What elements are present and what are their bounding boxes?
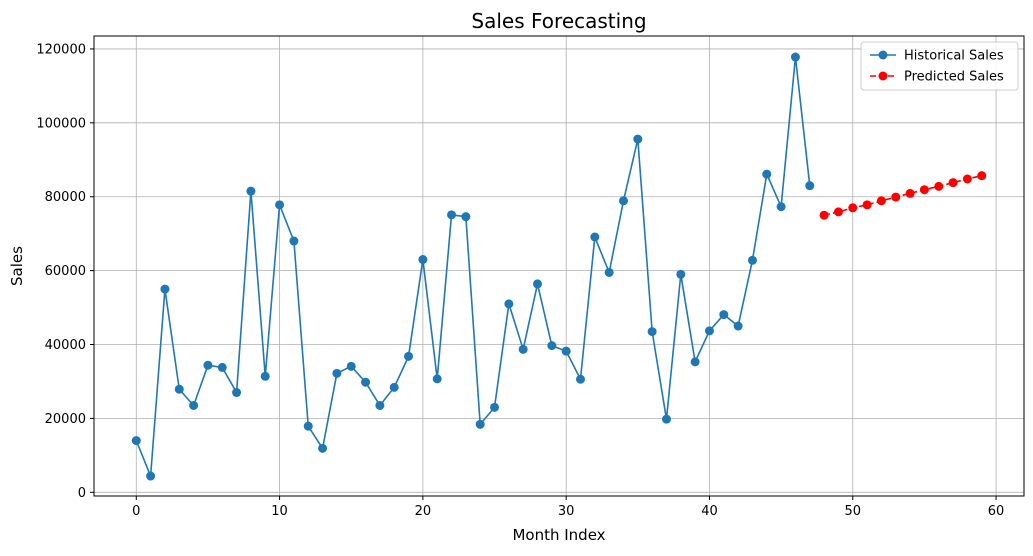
data-point-historical bbox=[318, 443, 328, 453]
legend-label-historical: Historical Sales bbox=[904, 49, 1004, 64]
data-point-predicted bbox=[934, 181, 944, 191]
data-point-historical bbox=[418, 255, 428, 265]
data-point-historical bbox=[131, 436, 141, 446]
series-layer bbox=[131, 52, 987, 481]
data-point-historical bbox=[246, 186, 256, 196]
y-tick-label: 80000 bbox=[45, 190, 86, 205]
y-axis-ticks: 0 20000 40000 60000 80000 100000 120000 bbox=[36, 42, 94, 501]
data-point-historical bbox=[518, 344, 528, 354]
data-point-predicted bbox=[962, 174, 972, 184]
data-point-predicted bbox=[948, 178, 958, 188]
data-point-historical bbox=[461, 212, 471, 222]
data-point-historical bbox=[504, 299, 514, 309]
y-tick-label: 60000 bbox=[45, 264, 86, 279]
data-point-historical bbox=[533, 279, 543, 289]
data-point-historical bbox=[232, 388, 242, 398]
data-point-historical bbox=[561, 346, 571, 356]
data-point-predicted bbox=[819, 210, 829, 220]
x-tick-label: 60 bbox=[988, 504, 1005, 519]
plot-frame bbox=[93, 35, 1025, 497]
y-tick-label: 40000 bbox=[45, 338, 86, 353]
series-line-predicted bbox=[823, 174, 982, 216]
data-point-historical bbox=[618, 196, 628, 206]
data-point-historical bbox=[661, 414, 671, 424]
data-point-historical bbox=[203, 360, 213, 370]
x-tick-label: 30 bbox=[558, 504, 575, 519]
legend-item-predicted: Predicted Sales bbox=[870, 70, 1004, 85]
x-tick-label: 20 bbox=[415, 504, 432, 519]
x-tick-label: 50 bbox=[844, 504, 861, 519]
legend-box bbox=[860, 41, 1019, 91]
data-point-historical bbox=[647, 327, 657, 337]
x-tick-label: 10 bbox=[271, 504, 288, 519]
data-point-historical bbox=[303, 421, 313, 431]
data-point-predicted bbox=[862, 200, 872, 210]
data-point-historical bbox=[590, 232, 600, 242]
data-point-historical bbox=[432, 374, 442, 384]
data-point-historical bbox=[389, 382, 399, 392]
y-tick-label: 0 bbox=[78, 486, 86, 501]
data-point-historical bbox=[404, 351, 414, 361]
data-point-historical bbox=[260, 371, 270, 381]
data-point-historical bbox=[733, 321, 743, 331]
data-point-historical bbox=[776, 202, 786, 212]
data-point-historical bbox=[762, 169, 772, 179]
data-point-predicted bbox=[891, 192, 901, 202]
data-point-historical bbox=[146, 471, 156, 481]
data-point-historical bbox=[719, 310, 729, 320]
data-point-historical bbox=[575, 374, 585, 384]
data-point-predicted bbox=[848, 203, 858, 213]
data-point-historical bbox=[790, 52, 800, 62]
data-point-historical bbox=[289, 236, 299, 246]
legend-marker-historical bbox=[878, 50, 888, 60]
data-point-predicted bbox=[919, 185, 929, 195]
legend-item-historical: Historical Sales bbox=[870, 49, 1004, 64]
data-point-historical bbox=[633, 134, 643, 144]
data-point-historical bbox=[346, 361, 356, 371]
data-point-historical bbox=[475, 419, 485, 429]
data-point-historical bbox=[332, 368, 342, 378]
data-point-predicted bbox=[833, 207, 843, 217]
y-tick-label: 100000 bbox=[36, 116, 86, 131]
data-point-predicted bbox=[977, 171, 987, 181]
data-point-historical bbox=[174, 384, 184, 394]
legend-marker-predicted bbox=[878, 71, 888, 81]
data-point-historical bbox=[676, 269, 686, 279]
x-tick-label: 40 bbox=[701, 504, 718, 519]
data-point-historical bbox=[189, 400, 199, 410]
y-tick-label: 20000 bbox=[45, 412, 86, 427]
data-point-historical bbox=[447, 210, 457, 220]
data-point-historical bbox=[690, 357, 700, 367]
grid bbox=[94, 36, 1024, 496]
x-axis-label: Month Index bbox=[512, 526, 605, 544]
data-point-historical bbox=[217, 362, 227, 372]
data-point-historical bbox=[375, 400, 385, 410]
x-axis-ticks: 0 10 20 30 40 50 60 bbox=[132, 496, 1004, 519]
data-point-historical bbox=[604, 267, 614, 277]
data-point-predicted bbox=[905, 188, 915, 198]
legend-label-predicted: Predicted Sales bbox=[904, 70, 1004, 85]
data-point-predicted bbox=[876, 196, 886, 206]
data-point-historical bbox=[361, 377, 371, 387]
data-point-historical bbox=[747, 255, 757, 265]
chart-title: Sales Forecasting bbox=[471, 9, 646, 33]
data-point-historical bbox=[490, 402, 500, 412]
data-point-historical bbox=[160, 284, 170, 294]
x-tick-label: 0 bbox=[132, 504, 140, 519]
legend: Historical Sales Predicted Sales bbox=[860, 41, 1019, 91]
data-point-historical bbox=[805, 181, 815, 191]
data-point-historical bbox=[547, 341, 557, 351]
data-point-historical bbox=[275, 200, 285, 210]
y-tick-label: 120000 bbox=[36, 42, 86, 57]
series-line-historical bbox=[135, 56, 811, 477]
data-point-historical bbox=[704, 326, 714, 336]
y-axis-label: Sales bbox=[8, 246, 26, 286]
